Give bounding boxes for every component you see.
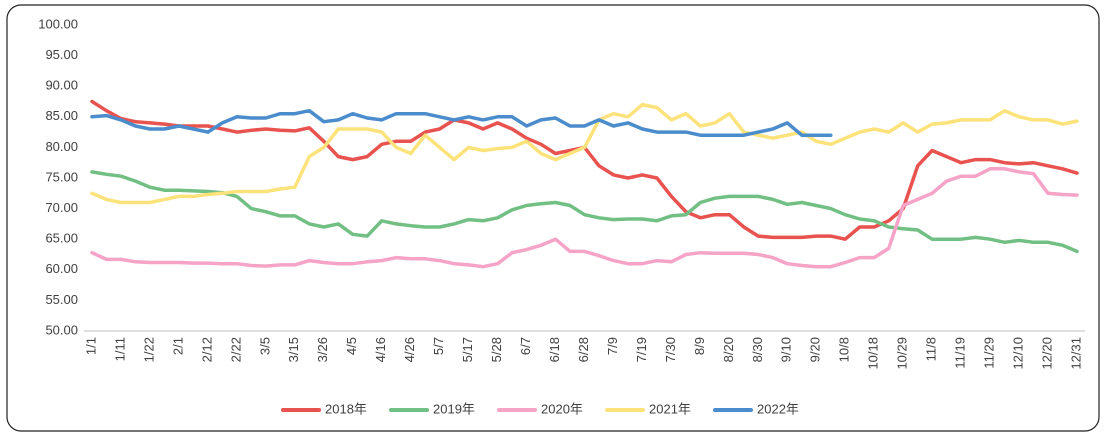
chart-frame bbox=[6, 4, 1100, 432]
x-tick-label: 8/9 bbox=[692, 337, 707, 355]
x-tick-label: 2/22 bbox=[228, 337, 243, 362]
series-line bbox=[90, 167, 1079, 269]
x-tick-label: 5/7 bbox=[431, 337, 446, 355]
x-tick-label: 6/18 bbox=[547, 337, 562, 362]
x-tick-label: 1/1 bbox=[83, 337, 98, 355]
x-tick-label: 4/26 bbox=[402, 337, 417, 362]
x-tick-label: 10/29 bbox=[895, 337, 910, 370]
y-tick-label: 50.00 bbox=[45, 322, 78, 337]
y-tick-label: 70.00 bbox=[45, 200, 78, 215]
x-tick-label: 6/28 bbox=[576, 337, 591, 362]
legend-label: 2020年 bbox=[541, 401, 583, 416]
x-tick-label: 8/30 bbox=[750, 337, 765, 362]
x-tick-label: 12/10 bbox=[1010, 337, 1025, 370]
x-tick-label: 10/18 bbox=[866, 337, 881, 370]
x-tick-label: 10/8 bbox=[837, 337, 852, 362]
x-tick-label: 11/19 bbox=[953, 337, 968, 369]
x-tick-label: 11/8 bbox=[924, 337, 939, 361]
x-tick-label: 7/19 bbox=[634, 337, 649, 362]
y-tick-label: 85.00 bbox=[45, 108, 78, 123]
series-line bbox=[90, 108, 833, 137]
x-tick-label: 4/16 bbox=[373, 337, 388, 362]
x-tick-label: 7/30 bbox=[663, 337, 678, 362]
x-tick-label: 12/20 bbox=[1039, 337, 1054, 370]
y-tick-label: 90.00 bbox=[45, 78, 78, 93]
series-line bbox=[90, 170, 1079, 254]
x-tick-label: 1/11 bbox=[112, 337, 127, 361]
x-tick-label: 3/5 bbox=[257, 337, 272, 355]
y-tick-label: 95.00 bbox=[45, 47, 78, 62]
y-tick-label: 75.00 bbox=[45, 169, 78, 184]
x-tick-label: 2/12 bbox=[199, 337, 214, 362]
x-tick-label: 9/20 bbox=[808, 337, 823, 362]
y-tick-label: 65.00 bbox=[45, 231, 78, 246]
x-tick-label: 7/9 bbox=[605, 337, 620, 355]
legend-label: 2018年 bbox=[325, 401, 367, 416]
x-tick-label: 12/31 bbox=[1068, 337, 1083, 370]
x-tick-label: 11/29 bbox=[982, 337, 997, 369]
x-tick-label: 2/1 bbox=[170, 337, 185, 355]
x-tick-label: 1/22 bbox=[141, 337, 156, 362]
x-tick-label: 3/15 bbox=[286, 337, 301, 362]
y-tick-label: 100.00 bbox=[38, 16, 78, 31]
legend-label: 2022年 bbox=[757, 401, 799, 416]
x-tick-label: 9/10 bbox=[779, 337, 794, 362]
legend-label: 2021年 bbox=[649, 401, 691, 416]
series-line bbox=[90, 102, 1079, 205]
x-tick-label: 5/17 bbox=[460, 337, 475, 362]
x-tick-label: 4/5 bbox=[344, 337, 359, 355]
legend-label: 2019年 bbox=[433, 401, 475, 416]
y-tick-label: 80.00 bbox=[45, 139, 78, 154]
x-tick-label: 5/28 bbox=[489, 337, 504, 362]
x-tick-label: 6/7 bbox=[518, 337, 533, 355]
y-tick-label: 60.00 bbox=[45, 261, 78, 276]
y-tick-label: 55.00 bbox=[45, 292, 78, 307]
x-tick-label: 3/26 bbox=[315, 337, 330, 362]
x-tick-label: 8/20 bbox=[721, 337, 736, 362]
